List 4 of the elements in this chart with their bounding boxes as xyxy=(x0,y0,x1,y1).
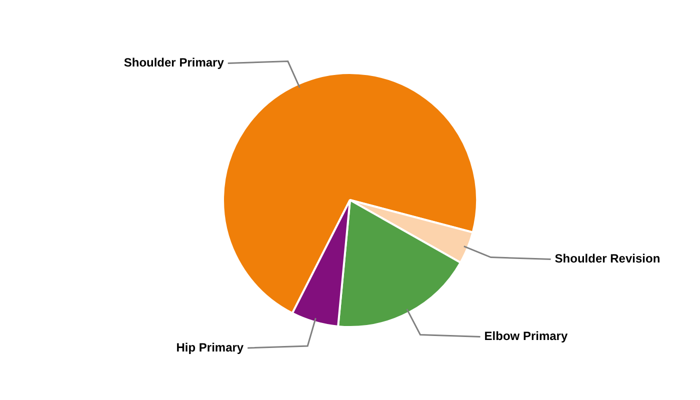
slice-label: Hip Primary xyxy=(176,340,244,354)
slice-label: Elbow Primary xyxy=(484,329,568,344)
slice-label: Shoulder Revision xyxy=(554,252,660,266)
slice-label: Shoulder Primary xyxy=(124,56,224,70)
